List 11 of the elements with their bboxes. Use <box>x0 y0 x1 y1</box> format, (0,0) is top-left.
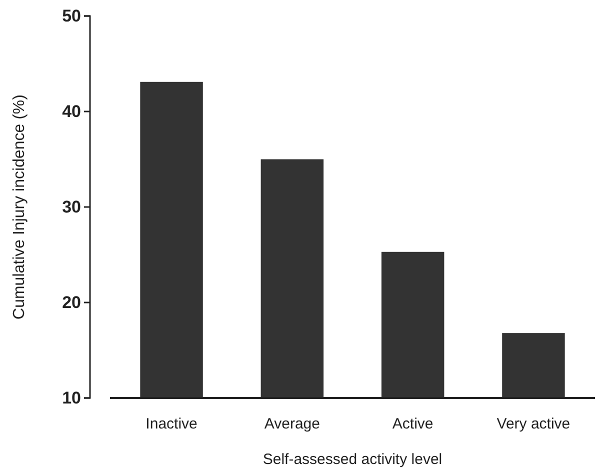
x-axis-title: Self-assessed activity level <box>262 451 442 468</box>
y-tick-label: 10 <box>62 388 81 408</box>
y-tick-label: 20 <box>62 292 81 312</box>
x-tick-label: Active <box>392 416 434 433</box>
y-tick-label: 30 <box>62 197 81 216</box>
x-tick-label: Very active <box>496 416 570 433</box>
y-tick-label: 50 <box>62 6 81 26</box>
x-tick-label: Inactive <box>146 416 198 433</box>
y-tick-label: 40 <box>62 102 81 121</box>
x-tick-label: Average <box>264 416 320 433</box>
y-axis-title: Cumulative Injury incidence (%) <box>11 94 28 320</box>
